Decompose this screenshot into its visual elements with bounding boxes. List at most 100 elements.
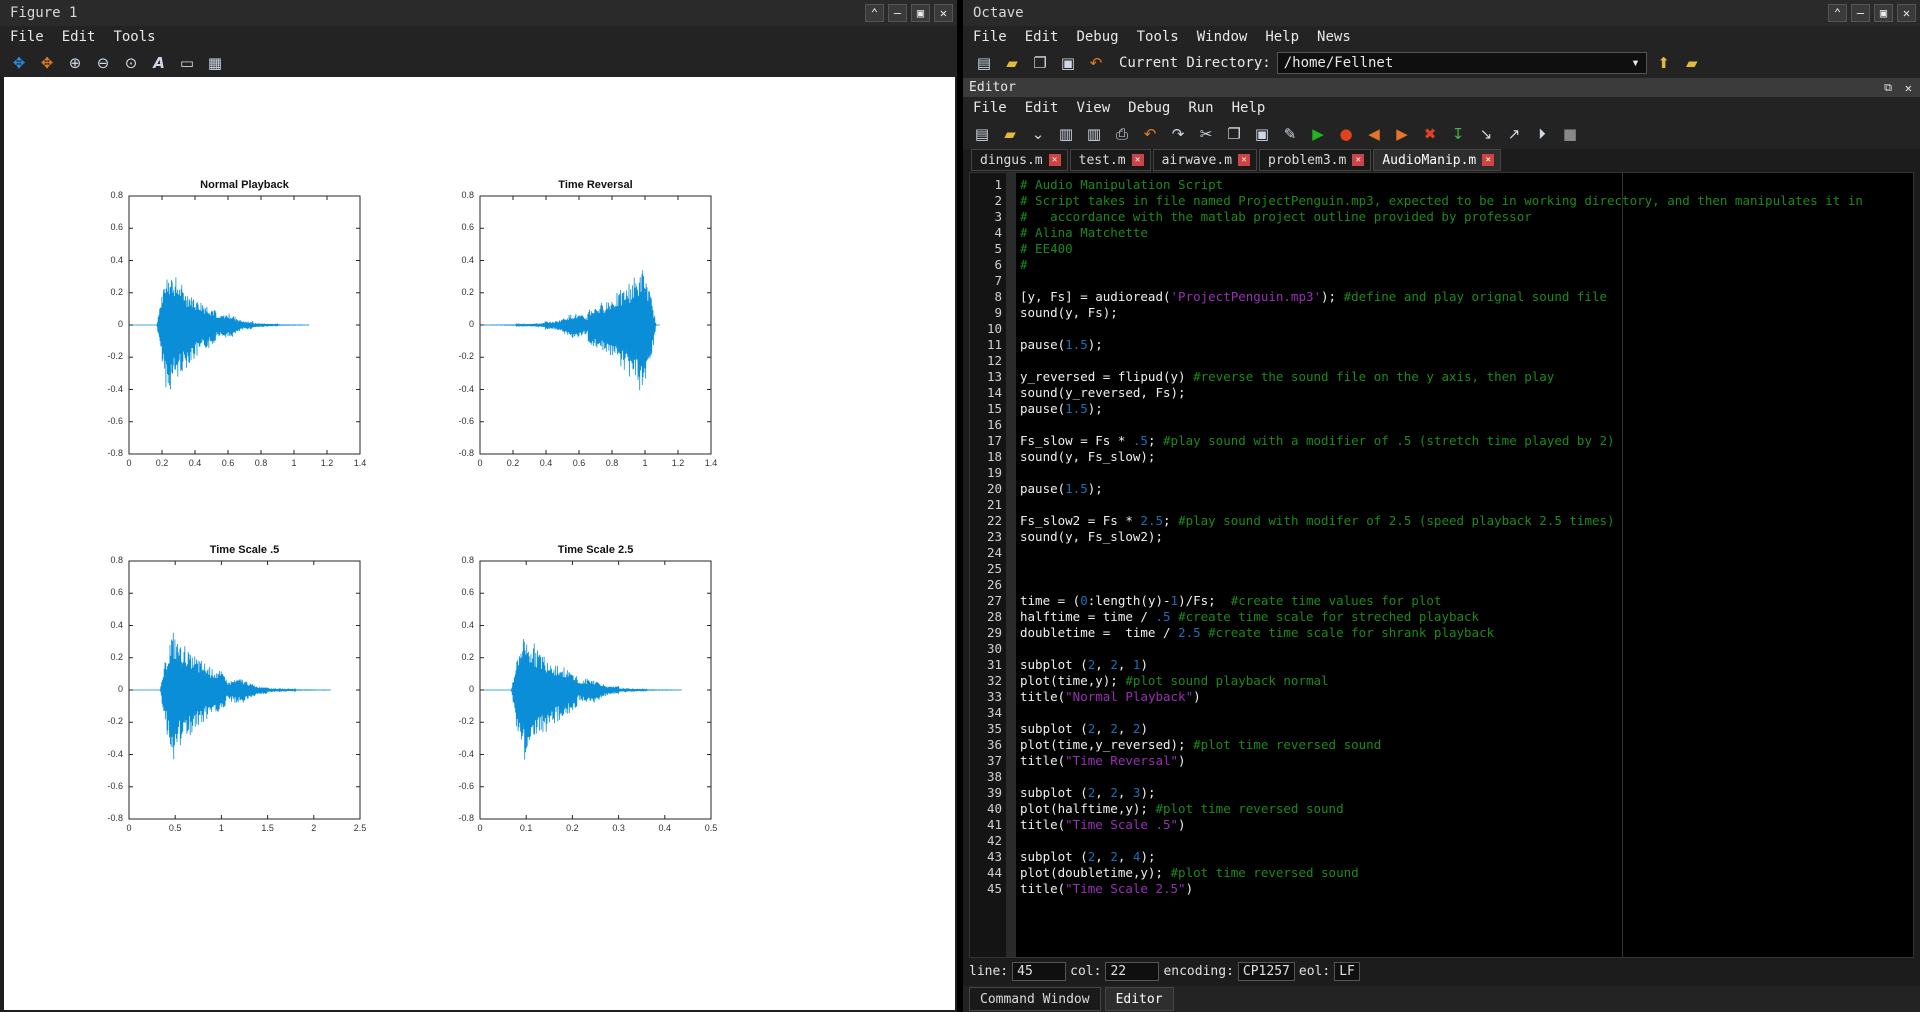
undo-icon[interactable]: ↶: [1143, 125, 1157, 143]
editor-menu-debug[interactable]: Debug: [1128, 100, 1171, 116]
code-line[interactable]: [y, Fs] = audioread('ProjectPenguin.mp3'…: [1020, 289, 1607, 305]
copy-icon[interactable]: ❐: [1033, 54, 1047, 72]
fold-margin[interactable]: [1006, 173, 1016, 957]
zoom-in-icon[interactable]: ⊕: [68, 53, 82, 72]
code-line[interactable]: sound(y_reversed, Fs);: [1020, 385, 1186, 401]
code-line[interactable]: title("Time Scale .5"): [1020, 817, 1186, 833]
octave-menu-file[interactable]: File: [973, 29, 1007, 45]
octave-close-button[interactable]: ✕: [1897, 4, 1916, 22]
pan-icon[interactable]: ✥: [12, 53, 26, 72]
stop-icon[interactable]: ■: [1562, 125, 1578, 143]
step-over-icon[interactable]: ↧: [1451, 125, 1465, 143]
tab-airwave[interactable]: airwave.m ✕: [1152, 149, 1258, 171]
grid-icon[interactable]: ▦: [207, 53, 223, 72]
figure-maximize-button[interactable]: ▣: [911, 4, 930, 22]
paste-icon[interactable]: ▣: [1254, 125, 1270, 143]
text-insert-icon[interactable]: A: [153, 53, 165, 72]
parent-directory-icon[interactable]: ⬆: [1657, 54, 1670, 72]
new-file-icon[interactable]: ▤: [974, 125, 990, 143]
breakpoint-clear-icon[interactable]: ✖: [1423, 125, 1437, 143]
code-line[interactable]: title("Time Scale 2.5"): [1020, 881, 1193, 897]
code-line[interactable]: # Alina Matchette: [1020, 225, 1148, 241]
editor-menu-edit[interactable]: Edit: [1024, 100, 1059, 116]
code-editor[interactable]: 1 2 3 4 5 6 7 8 9 10 11 12 13 14 15 16 17 18 19 20 21 22 23 24 2…: [969, 172, 1914, 958]
figure-restore-button[interactable]: ⌃: [865, 4, 884, 22]
octave-maximize-button[interactable]: ▣: [1874, 4, 1893, 22]
find-icon[interactable]: ✎: [1283, 125, 1297, 143]
code-line[interactable]: subplot (2, 2, 2): [1020, 721, 1148, 737]
open-file-icon[interactable]: ▰: [1004, 125, 1016, 143]
code-line[interactable]: sound(y, Fs);: [1020, 305, 1118, 321]
editor-menu-view[interactable]: View: [1076, 100, 1111, 116]
axes-icon[interactable]: ▭: [179, 53, 195, 72]
octave-minimize-button[interactable]: –: [1851, 4, 1870, 22]
breakpoint-next-icon[interactable]: ▶: [1396, 125, 1408, 143]
code-line[interactable]: pause(1.5);: [1020, 337, 1103, 353]
save-icon[interactable]: ▥: [1058, 125, 1074, 143]
code-line[interactable]: title("Time Reversal"): [1020, 753, 1186, 769]
octave-restore-button[interactable]: ⌃: [1828, 4, 1847, 22]
breakpoint-previous-icon[interactable]: ◀: [1368, 125, 1380, 143]
code-line[interactable]: halftime = time / .5 #create time scale …: [1020, 609, 1479, 625]
cut-icon[interactable]: ✂: [1199, 125, 1213, 143]
figure-close-button[interactable]: ✕: [934, 4, 953, 22]
editor-close-icon[interactable]: ✕: [1904, 80, 1912, 95]
figure-menu-edit[interactable]: Edit: [61, 29, 96, 45]
tab-dingus[interactable]: dingus.m ✕: [971, 149, 1068, 171]
copy-icon[interactable]: ❐: [1227, 125, 1241, 143]
undo-icon[interactable]: ↶: [1089, 54, 1103, 72]
code-line[interactable]: # Audio Manipulation Script: [1020, 177, 1223, 193]
code-line[interactable]: pause(1.5);: [1020, 481, 1103, 497]
close-icon[interactable]: ✕: [1048, 154, 1061, 166]
code-line[interactable]: # EE400: [1020, 241, 1073, 257]
tab-test[interactable]: test.m ✕: [1069, 149, 1151, 171]
octave-menu-debug[interactable]: Debug: [1076, 29, 1119, 45]
chevron-down-icon[interactable]: ▾: [1631, 55, 1640, 71]
code-line[interactable]: #: [1020, 257, 1028, 273]
tab-editor[interactable]: Editor: [1104, 987, 1174, 1011]
code-line[interactable]: subplot (2, 2, 4);: [1020, 849, 1156, 865]
close-icon[interactable]: ✕: [1352, 154, 1365, 166]
code-line[interactable]: sound(y, Fs_slow);: [1020, 449, 1155, 465]
octave-menu-news[interactable]: News: [1317, 29, 1351, 45]
code-line[interactable]: y_reversed = flipud(y) #reverse the soun…: [1020, 369, 1554, 385]
code-line[interactable]: title("Normal Playback"): [1020, 689, 1201, 705]
tab-problem3[interactable]: problem3.m ✕: [1259, 149, 1372, 171]
octave-menu-tools[interactable]: Tools: [1136, 29, 1179, 45]
open-folder-icon[interactable]: ▰: [1006, 54, 1018, 72]
code-line[interactable]: plot(time,y_reversed); #plot time revers…: [1020, 737, 1381, 753]
zoom-reset-icon[interactable]: ⊙: [124, 53, 138, 72]
current-directory-input[interactable]: /home/Fellnet ▾: [1276, 52, 1647, 74]
browse-folder-icon[interactable]: ▰: [1685, 54, 1698, 72]
save-as-icon[interactable]: ▥: [1086, 125, 1102, 143]
editor-menu-help[interactable]: Help: [1231, 100, 1266, 116]
recent-files-icon[interactable]: ⌄: [1031, 125, 1045, 143]
octave-menu-edit[interactable]: Edit: [1024, 29, 1059, 45]
code-line[interactable]: # Script takes in file named ProjectPeng…: [1020, 193, 1863, 209]
tab-audiomanip[interactable]: AudioManip.m ✕: [1373, 149, 1502, 171]
code-line[interactable]: plot(doubletime,y); #plot time reversed …: [1020, 865, 1359, 881]
run-icon[interactable]: ▶: [1312, 125, 1324, 143]
close-icon[interactable]: ✕: [1131, 154, 1144, 166]
rotate-icon[interactable]: ✥: [40, 53, 54, 72]
tab-command-window[interactable]: Command Window: [969, 987, 1101, 1011]
close-icon[interactable]: ✕: [1482, 154, 1495, 166]
code-line[interactable]: # accordance with the matlab project out…: [1020, 209, 1532, 225]
code-line[interactable]: subplot (2, 2, 3);: [1020, 785, 1156, 801]
figure-menu-file[interactable]: File: [10, 29, 44, 45]
code-line[interactable]: subplot (2, 2, 1): [1020, 657, 1148, 673]
paste-icon[interactable]: ▣: [1060, 54, 1076, 72]
new-script-icon[interactable]: ▤: [976, 54, 992, 72]
code-line[interactable]: sound(y, Fs_slow2);: [1020, 529, 1163, 545]
editor-menu-file[interactable]: File: [973, 100, 1007, 116]
editor-menu-run[interactable]: Run: [1188, 100, 1214, 116]
figure-minimize-button[interactable]: –: [888, 4, 907, 22]
print-icon[interactable]: ⎙: [1115, 125, 1128, 143]
redo-icon[interactable]: ↷: [1171, 125, 1185, 143]
octave-menu-window[interactable]: Window: [1196, 29, 1248, 45]
step-in-icon[interactable]: ↘: [1479, 125, 1493, 143]
code-line[interactable]: pause(1.5);: [1020, 401, 1103, 417]
close-icon[interactable]: ✕: [1238, 154, 1251, 166]
breakpoint-toggle-icon[interactable]: ●: [1339, 125, 1353, 143]
continue-icon[interactable]: ⏵: [1538, 125, 1546, 143]
